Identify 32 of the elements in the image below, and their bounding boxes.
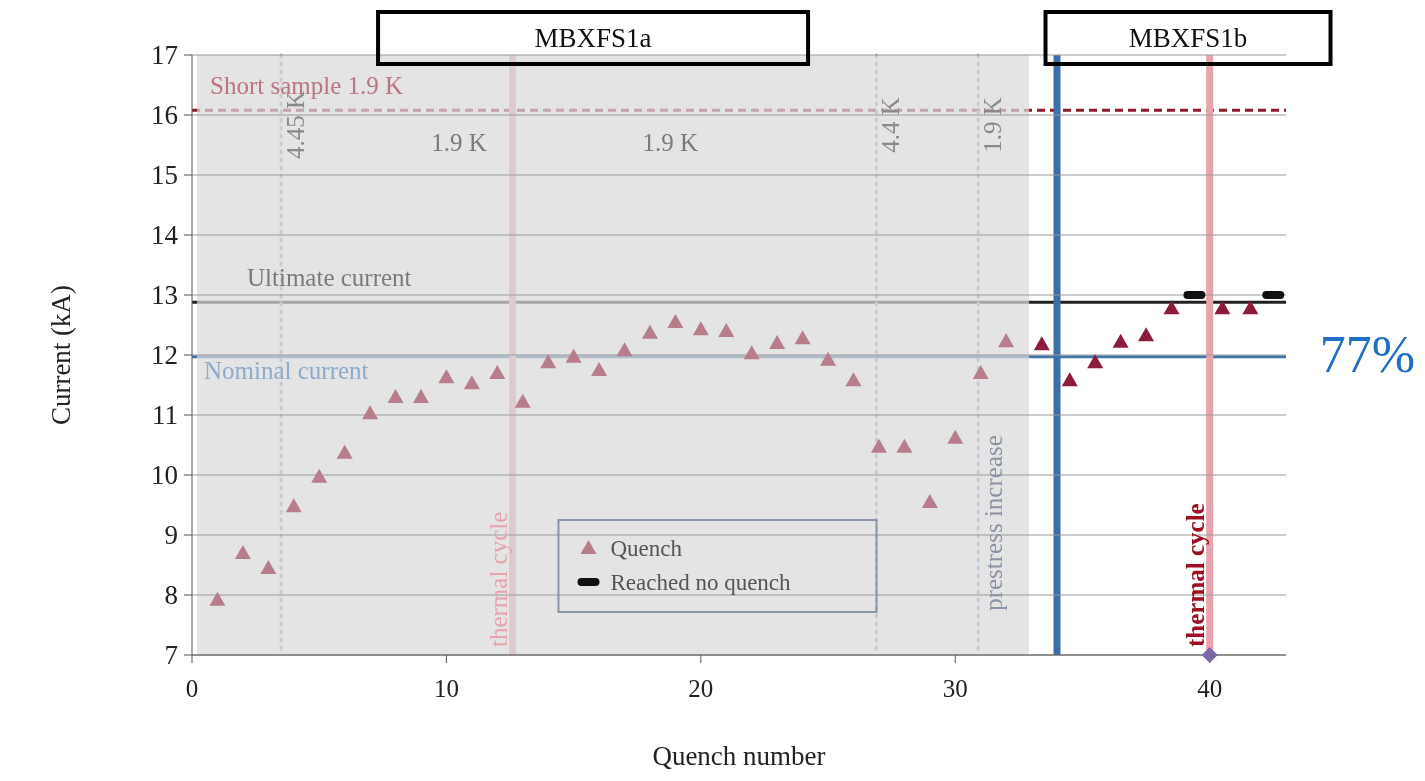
x-tick-label: 30 xyxy=(942,675,968,702)
text: 77% xyxy=(1319,326,1415,384)
x-tick-label: 10 xyxy=(433,675,459,702)
y-tick-label: 12 xyxy=(151,340,178,371)
x-axis-title: Quench number xyxy=(652,741,826,771)
y-tick-label: 14 xyxy=(151,220,179,251)
y-tick-label: 13 xyxy=(151,280,178,311)
annotation: 1.9 K xyxy=(431,128,487,156)
y-tick-label: 10 xyxy=(151,460,178,491)
x-tick-label: 40 xyxy=(1197,675,1223,702)
y-tick-label: 11 xyxy=(152,400,178,431)
text: MBXFS1a xyxy=(534,23,652,54)
legend-label: Reached no quench xyxy=(610,570,792,596)
y-axis-title: Current (kA) xyxy=(46,284,76,426)
y-tick-label: 8 xyxy=(164,580,178,611)
text: MBXFS1b xyxy=(1128,23,1248,54)
x-tick-label: 20 xyxy=(688,675,714,702)
ref-line-label: 4.4 K xyxy=(877,97,905,153)
x-tick-label: 0 xyxy=(185,675,199,702)
y-tick-label: 15 xyxy=(151,160,178,191)
y-tick-label: 17 xyxy=(151,40,178,71)
ref-line-label: thermal cycle xyxy=(1182,503,1210,647)
y-tick-label: 7 xyxy=(164,640,178,671)
y-tick-label: 16 xyxy=(151,100,178,131)
legend-label: Quench xyxy=(610,536,683,562)
ref-line-label: thermal cycle xyxy=(485,511,513,647)
annotation: prestress increase xyxy=(980,435,1008,611)
ref-line-label: 1.9 K xyxy=(978,97,1006,153)
ref-line-label: Ultimate current xyxy=(247,264,412,292)
ref-line-label: Nominal current xyxy=(204,356,369,384)
annotation: 1.9 K xyxy=(642,128,699,156)
y-tick-label: 9 xyxy=(164,520,178,551)
